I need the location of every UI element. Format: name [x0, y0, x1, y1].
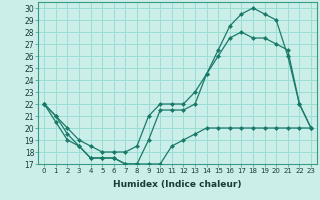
X-axis label: Humidex (Indice chaleur): Humidex (Indice chaleur) — [113, 180, 242, 189]
